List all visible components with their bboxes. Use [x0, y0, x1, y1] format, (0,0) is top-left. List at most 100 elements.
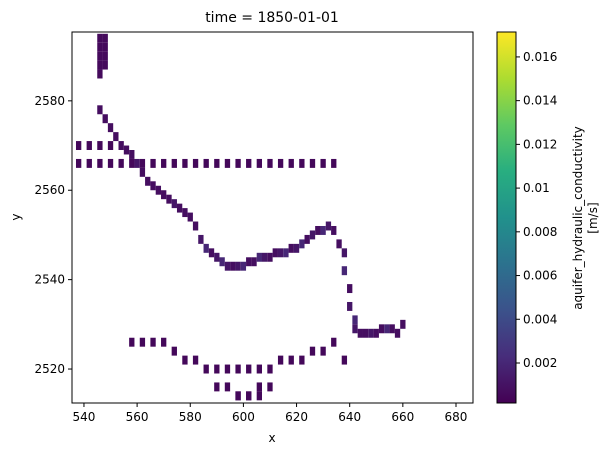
cell	[288, 243, 294, 253]
x-tick-label: 600	[232, 410, 255, 424]
colorbar-label: aquifer_hydraulic_conductivity	[571, 126, 585, 310]
cell	[192, 355, 199, 365]
cell	[277, 355, 284, 365]
cell	[224, 158, 231, 168]
cell	[203, 158, 209, 168]
colorbar-label: [m/s]	[586, 202, 600, 233]
cell	[235, 364, 241, 374]
cell	[102, 33, 108, 43]
cell	[150, 158, 156, 168]
cell	[192, 221, 199, 231]
cell	[86, 141, 92, 151]
cell	[341, 355, 348, 365]
colorbar-tick-label: 0.014	[523, 94, 557, 108]
cell	[256, 391, 263, 401]
cell	[176, 203, 183, 213]
cell	[373, 328, 379, 338]
colorbar	[496, 31, 517, 404]
cell	[267, 252, 273, 262]
cell	[97, 51, 103, 61]
cell	[235, 158, 241, 168]
cell	[230, 261, 236, 271]
cell	[277, 248, 284, 258]
cell	[161, 337, 167, 347]
cell	[331, 337, 337, 347]
x-tick-label: 660	[391, 410, 414, 424]
cell	[134, 158, 140, 168]
cell	[203, 364, 209, 374]
cell	[198, 234, 204, 244]
cell	[235, 261, 241, 271]
cell	[139, 158, 146, 168]
cell	[171, 199, 177, 209]
x-tick-label: 580	[179, 410, 202, 424]
cell	[246, 364, 252, 374]
y-tick-label: 2580	[34, 94, 65, 108]
cell	[299, 355, 305, 365]
cell	[251, 257, 257, 267]
cell	[246, 257, 252, 267]
cell	[107, 158, 114, 168]
cell	[256, 364, 263, 374]
cell	[97, 42, 103, 52]
cell	[272, 248, 278, 258]
cell	[214, 364, 220, 374]
cell	[224, 261, 231, 271]
cell	[362, 328, 369, 338]
cell	[341, 266, 348, 276]
y-tick-label: 2520	[34, 362, 65, 376]
cell	[389, 324, 395, 334]
cell	[262, 252, 268, 262]
cell	[320, 346, 326, 356]
colorbar-tick-label: 0.012	[523, 137, 557, 151]
cell	[129, 150, 135, 159]
cell	[107, 123, 114, 133]
cell	[118, 141, 124, 151]
cell	[336, 239, 342, 249]
colorbar-tick-label: 0.002	[523, 356, 557, 370]
cell	[267, 158, 273, 168]
cell	[214, 158, 220, 168]
cell	[171, 346, 177, 356]
colorbar-tick-label: 0.006	[523, 269, 557, 283]
cell	[299, 239, 305, 249]
cell	[187, 212, 193, 222]
cell	[347, 284, 353, 294]
cell	[246, 158, 252, 168]
cell	[309, 158, 316, 168]
cell	[171, 158, 177, 168]
cell	[102, 51, 108, 61]
cell	[113, 132, 119, 142]
cell	[145, 176, 151, 186]
cell	[347, 301, 353, 311]
cell	[166, 194, 172, 204]
cell	[331, 225, 337, 235]
cell	[246, 391, 252, 401]
cell	[299, 158, 305, 168]
colorbar-tick-label: 0.01	[523, 181, 550, 195]
cell	[97, 141, 103, 151]
cell	[75, 141, 82, 151]
cell	[214, 252, 220, 262]
cell	[224, 382, 231, 392]
cell	[182, 355, 188, 365]
cell	[224, 364, 231, 374]
cell	[203, 243, 209, 253]
cell	[182, 208, 188, 218]
cell	[118, 158, 124, 168]
x-tick-label: 620	[285, 410, 308, 424]
cell	[102, 114, 108, 124]
cell	[240, 261, 247, 271]
cell	[331, 158, 337, 168]
cell	[86, 158, 92, 168]
cell	[107, 141, 114, 151]
colorbar-tick-label: 0.004	[523, 312, 557, 326]
cell	[139, 167, 146, 177]
cell	[256, 382, 263, 392]
cell	[97, 158, 103, 168]
x-tick-label: 540	[73, 410, 96, 424]
cell	[161, 158, 167, 168]
x-tick-label: 680	[445, 410, 468, 424]
cell	[235, 391, 241, 401]
cell	[267, 382, 273, 392]
